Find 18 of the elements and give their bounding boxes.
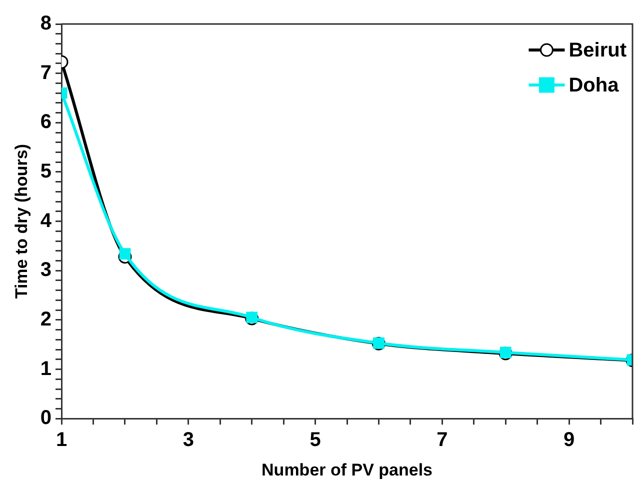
y-tick-label: 3 [40, 259, 52, 282]
x-tick-label: 7 [436, 429, 448, 452]
y-axis-title: Time to dry (hours) [12, 144, 31, 299]
y-tick-label: 7 [40, 62, 52, 84]
x-tick-label: 1 [56, 429, 68, 452]
y-tick-label: 4 [40, 210, 52, 232]
y-tick-label: 6 [40, 111, 52, 134]
y-tick-label: 2 [40, 308, 52, 330]
legend-label: Doha [568, 74, 620, 97]
y-tick-label: 0 [40, 407, 52, 430]
y-tick-label: 8 [40, 12, 52, 35]
y-tick-label: 5 [40, 160, 52, 182]
x-axis-title: Number of PV panels [262, 460, 433, 480]
x-tick-label: 3 [182, 429, 194, 452]
x-tick-label: 5 [310, 429, 321, 452]
x-tick-label: 9 [563, 429, 575, 452]
y-tick-label: 1 [40, 358, 52, 380]
legend-label: Beirut [568, 40, 627, 62]
